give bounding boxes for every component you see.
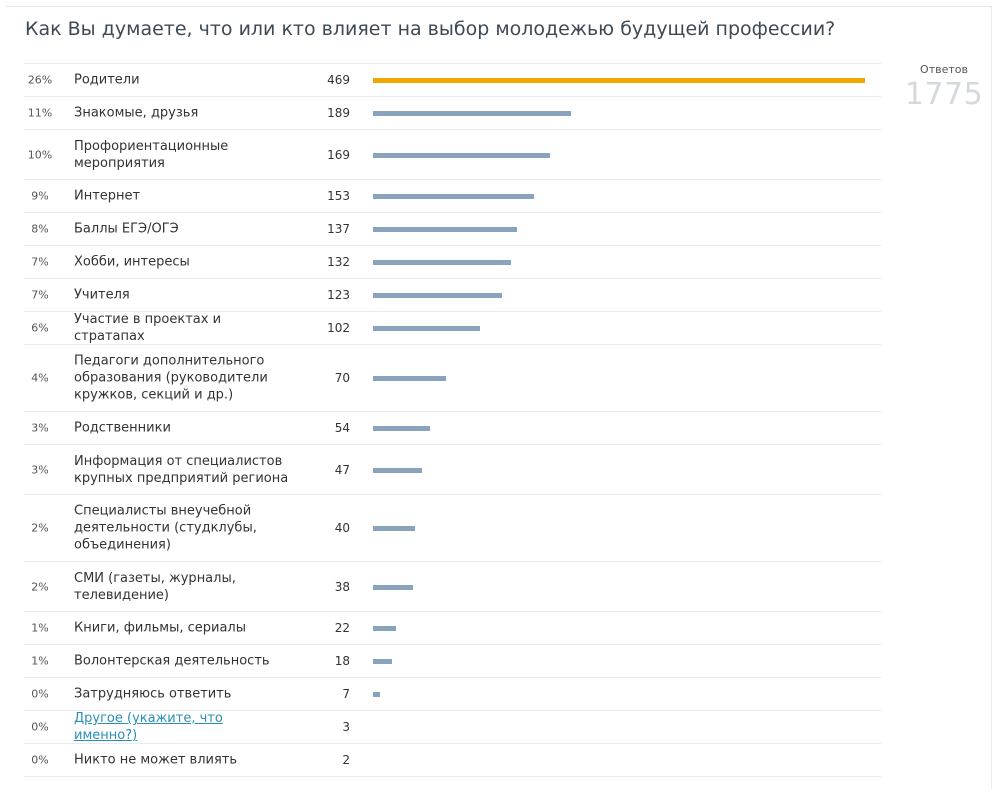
- responses-summary: Ответов 1775: [900, 63, 988, 112]
- result-row: 2% СМИ (газеты, журналы, телевидение) 38: [24, 562, 881, 612]
- responses-total: 1775: [904, 77, 984, 112]
- result-percent: 3%: [31, 421, 49, 435]
- result-count: 47: [334, 462, 350, 477]
- result-count: 469: [327, 73, 350, 87]
- result-count: 70: [334, 371, 350, 385]
- result-count: 153: [327, 189, 350, 203]
- result-percent: 9%: [31, 189, 49, 203]
- result-percent: 0%: [31, 687, 49, 701]
- result-row: 10% Профориентационные мероприятия 169: [24, 130, 881, 180]
- result-row: 1% Книги, фильмы, сериалы 22: [24, 612, 881, 645]
- result-label: Никто не может влиять: [74, 752, 238, 768]
- result-label: Интернет: [74, 188, 141, 204]
- result-row: 3% Родственники 54: [24, 412, 881, 445]
- result-row: 11% Знакомые, друзья 189: [24, 97, 881, 130]
- result-bar: [373, 293, 502, 298]
- result-bar: [373, 152, 550, 158]
- result-count: 102: [327, 321, 350, 335]
- result-count: 137: [327, 222, 350, 236]
- result-row: 26% Родители 469: [24, 64, 881, 97]
- page-title: Как Вы думаете, что или кто влияет на вы…: [25, 18, 836, 40]
- result-count: 18: [334, 654, 350, 668]
- result-percent: 3%: [31, 463, 49, 476]
- result-row: 8% Баллы ЕГЭ/ОГЭ 137: [24, 213, 881, 246]
- result-row: 3% Информация от специалистов крупных пре…: [24, 445, 881, 495]
- result-label: СМИ (газеты, журналы, телевидение): [74, 570, 236, 603]
- responses-label: Ответов: [920, 63, 968, 76]
- result-row: 9% Интернет 153: [24, 180, 881, 213]
- result-bar: [373, 227, 517, 232]
- result-percent: 7%: [31, 288, 49, 302]
- result-bar: [373, 194, 534, 199]
- result-row: 0% Никто не может влиять 2: [24, 744, 881, 777]
- result-row: 0% Затрудняюсь ответить 7: [24, 678, 881, 711]
- result-count: 7: [342, 687, 350, 701]
- result-bar: [373, 326, 480, 331]
- result-percent: 2%: [31, 521, 49, 535]
- result-label: Учителя: [74, 287, 130, 303]
- result-label: Специалисты внеучебной деятельности (сту…: [74, 503, 257, 553]
- result-label: Знакомые, друзья: [74, 105, 199, 121]
- result-bar: [373, 426, 430, 431]
- poll-card: [6, 6, 992, 789]
- result-percent: 1%: [31, 621, 49, 635]
- result-percent: 0%: [31, 753, 49, 767]
- result-bar: [373, 584, 413, 590]
- result-bar: [373, 467, 422, 473]
- result-percent: 4%: [31, 371, 49, 385]
- result-percent: 1%: [31, 654, 49, 668]
- result-bar: [373, 626, 396, 631]
- result-count: 22: [334, 621, 350, 635]
- result-row: 7% Учителя 123: [24, 279, 881, 312]
- result-bar: [373, 111, 571, 116]
- result-percent: 11%: [27, 106, 53, 120]
- result-row: 6% Участие в проектах и стратапах 102: [24, 312, 881, 345]
- result-label: Родственники: [74, 420, 171, 436]
- result-label: Педагоги дополнительного образования (ру…: [74, 353, 268, 403]
- result-percent: 8%: [31, 222, 49, 236]
- result-bar: [373, 78, 865, 83]
- result-label: Родители: [74, 72, 140, 88]
- result-row: 0% Другое (укажите, что именно?) 3: [24, 711, 881, 744]
- result-label: Книги, фильмы, сериалы: [74, 620, 246, 636]
- result-label: Волонтерская деятельность: [74, 653, 270, 669]
- result-percent: 6%: [31, 321, 49, 335]
- result-label: Затрудняюсь ответить: [74, 686, 232, 702]
- result-bar: [373, 260, 511, 265]
- result-count: 169: [327, 147, 350, 162]
- result-percent: 10%: [27, 148, 53, 161]
- result-label: Участие в проектах и стратапах: [74, 312, 222, 344]
- result-count: 132: [327, 255, 350, 269]
- result-count: 40: [334, 521, 350, 535]
- result-row: 2% Специалисты внеучебной деятельности (с…: [24, 495, 881, 562]
- result-bar: [373, 526, 415, 531]
- result-count: 38: [334, 579, 350, 594]
- result-percent: 0%: [31, 720, 49, 734]
- result-count: 2: [342, 753, 350, 767]
- result-bar: [373, 376, 446, 381]
- result-bar: [373, 692, 380, 697]
- result-count: 54: [334, 421, 350, 435]
- result-row: 7% Хобби, интересы 132: [24, 246, 881, 279]
- result-row: 1% Волонтерская деятельность 18: [24, 645, 881, 678]
- result-count: 123: [327, 288, 350, 302]
- result-row: 4% Педагоги дополнительного образования (…: [24, 345, 881, 412]
- result-label: Хобби, интересы: [74, 254, 190, 270]
- result-count: 189: [327, 106, 350, 120]
- result-percent: 7%: [31, 255, 49, 269]
- result-label: Информация от специалистов крупных предп…: [74, 453, 289, 486]
- result-bar: [373, 659, 392, 664]
- result-label: Баллы ЕГЭ/ОГЭ: [74, 221, 179, 237]
- result-percent: 26%: [27, 73, 53, 87]
- poll-results-list: 26% Родители 469 11% Знакомые, друзья 189 10% П…: [24, 63, 881, 777]
- result-percent: 2%: [31, 580, 49, 593]
- result-label: Профориентационные мероприятия: [74, 138, 229, 171]
- other-answers-link[interactable]: Другое (укажите, что именно?): [74, 711, 223, 743]
- result-count: 3: [342, 720, 350, 734]
